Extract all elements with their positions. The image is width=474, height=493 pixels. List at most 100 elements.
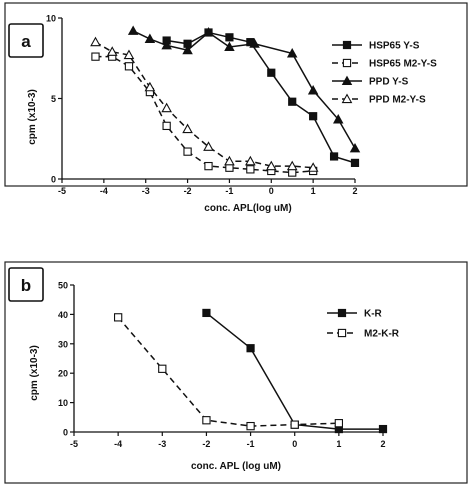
legend-swatch-marker	[337, 328, 347, 338]
data-point	[249, 38, 260, 48]
series-line	[117, 316, 339, 427]
data-point	[286, 47, 298, 58]
data-point	[349, 142, 361, 153]
panel-b-frame	[4, 261, 468, 484]
data-point	[106, 46, 118, 56]
data-point	[224, 155, 235, 166]
legend-label: PPD M2-Y-S	[369, 95, 426, 106]
x-tick-label: 1	[311, 186, 316, 196]
data-point	[246, 421, 255, 431]
legend-item: PPD Y-S	[332, 75, 409, 88]
data-point	[307, 162, 319, 172]
legend-label: HSP65 M2-Y-S	[369, 59, 437, 70]
data-point	[204, 161, 213, 171]
data-point	[183, 147, 192, 156]
data-point	[127, 25, 139, 35]
panel-b-y-axis-title: cpm (x10-3)	[29, 345, 40, 401]
data-point	[350, 158, 360, 168]
x-tick-label: -3	[158, 439, 166, 449]
data-point	[333, 114, 344, 124]
y-tick-label: 20	[58, 369, 68, 379]
data-point	[161, 39, 172, 50]
data-point	[378, 424, 388, 434]
data-point	[203, 27, 214, 37]
legend-swatch-marker	[342, 40, 352, 50]
panel-a-plot: -5 -4 -3 -2 -1 0 1 2 0 5 10	[46, 14, 361, 196]
data-point	[334, 419, 344, 428]
data-point	[202, 416, 211, 425]
data-point	[224, 41, 235, 51]
y-tick-label: 0	[51, 175, 56, 185]
data-point	[290, 420, 299, 429]
panel-a-frame	[4, 2, 468, 187]
data-point	[161, 102, 172, 113]
legend-item: HSP65 Y-S	[332, 41, 420, 52]
legend-label: HSP65 Y-S	[369, 41, 420, 52]
legend-item: M2-K-R	[327, 329, 400, 340]
y-tick-label: 10	[46, 14, 56, 24]
legend-swatch-marker	[341, 75, 353, 86]
y-tick-label: 40	[58, 310, 68, 320]
series-line	[95, 55, 314, 174]
data-point	[162, 121, 171, 131]
data-point	[124, 62, 134, 71]
panel-a-y-axis-title: cpm (x10-3)	[27, 89, 38, 145]
x-tick-label: -5	[70, 439, 78, 449]
data-point	[329, 152, 339, 161]
data-point	[158, 364, 167, 373]
x-tick-label: 2	[352, 186, 357, 196]
data-point	[288, 97, 297, 106]
panel-a-letter-box	[8, 23, 44, 58]
data-point	[265, 160, 277, 171]
data-point	[286, 160, 298, 171]
panel-b-legend: K-R M2-K-R	[327, 309, 400, 340]
x-tick-label: -1	[247, 439, 255, 449]
series-line	[166, 31, 356, 164]
data-point	[123, 49, 135, 60]
x-tick-label: 0	[269, 186, 274, 196]
data-point	[182, 44, 193, 55]
panel-a-letter: a	[21, 32, 31, 51]
x-tick-label: -1	[225, 186, 233, 196]
legend-item: HSP65 M2-Y-S	[332, 59, 437, 70]
x-tick-label: -2	[202, 439, 210, 449]
x-tick-label: 1	[336, 439, 341, 449]
data-point	[91, 52, 100, 61]
series-2	[113, 313, 344, 431]
legend-swatch-marker	[341, 93, 353, 104]
series-3	[127, 25, 361, 153]
legend-label: PPD Y-S	[369, 77, 409, 88]
series-4	[90, 36, 319, 172]
data-point	[245, 155, 256, 166]
x-tick-label: -4	[100, 186, 108, 196]
x-tick-label: -5	[58, 186, 66, 196]
panel-a-x-axis-title: conc. APL(log uM)	[204, 203, 291, 214]
legend-swatch-marker	[337, 308, 347, 318]
x-tick-label: -4	[114, 439, 122, 449]
data-point	[246, 165, 255, 174]
legend-item: K-R	[327, 309, 383, 320]
data-point	[246, 344, 255, 353]
x-tick-label: -3	[142, 186, 150, 196]
data-point	[144, 33, 156, 43]
y-tick-label: 10	[58, 398, 68, 408]
y-tick-label: 30	[58, 339, 68, 349]
series-2	[91, 52, 318, 177]
data-point	[267, 68, 276, 77]
data-point	[202, 308, 211, 318]
data-point	[309, 112, 318, 121]
y-tick-label: 50	[58, 281, 68, 291]
series-1	[162, 28, 360, 168]
data-point	[182, 123, 193, 134]
panel-b-letter-box	[8, 267, 44, 302]
data-point	[203, 141, 214, 151]
data-point	[90, 36, 101, 47]
legend-label: M2-K-R	[364, 329, 400, 340]
legend-item: PPD M2-Y-S	[332, 93, 426, 106]
data-point	[225, 33, 234, 42]
x-tick-label: 2	[380, 439, 385, 449]
series-1	[202, 308, 388, 434]
legend-label: K-R	[364, 309, 383, 320]
panel-a-legend: HSP65 Y-S HSP65 M2-Y-S PPD Y-S PPD M2-Y-S	[332, 41, 437, 106]
